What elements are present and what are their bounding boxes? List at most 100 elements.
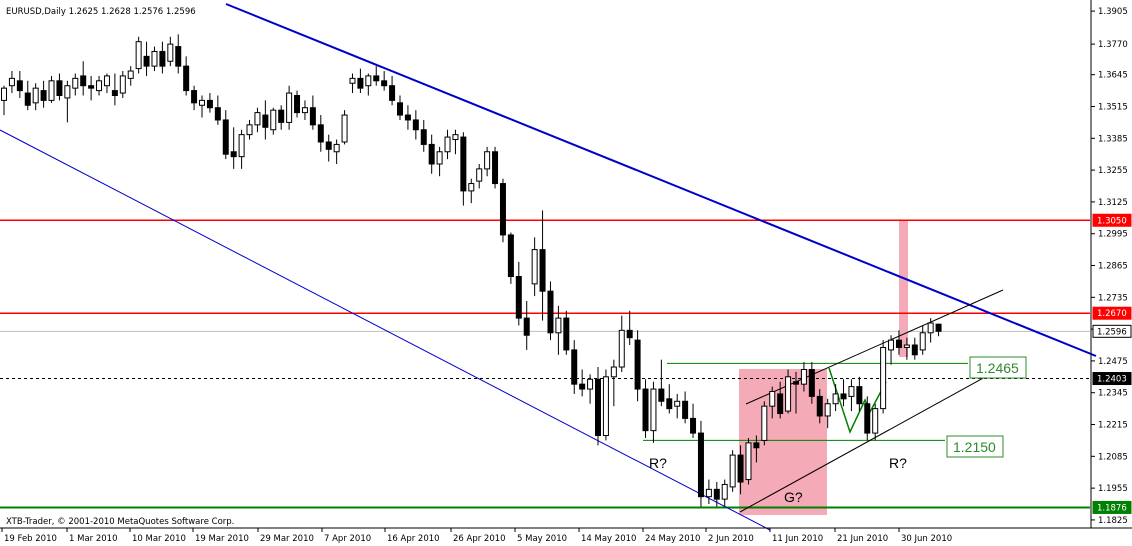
candle <box>610 359 617 407</box>
candle-body-bull <box>484 151 491 170</box>
candle-body-bear <box>697 432 704 498</box>
candle-body-bear <box>713 488 720 500</box>
candle <box>658 359 665 407</box>
candle <box>911 337 918 360</box>
price-badge-box <box>1092 306 1132 320</box>
time-tick-label: 30 Jun 2010 <box>901 534 952 544</box>
candle <box>127 66 134 86</box>
candle <box>682 391 689 424</box>
candle-body-bear <box>412 119 419 131</box>
price-badge-box <box>1092 324 1132 338</box>
price-badge-box <box>1092 213 1132 227</box>
price-tick-label: 1.2215 <box>1098 421 1128 431</box>
candle <box>349 73 356 94</box>
candle <box>563 310 570 355</box>
candle-body-bull <box>238 134 245 158</box>
candle-body-bear <box>420 129 427 145</box>
candle <box>666 384 673 414</box>
candle <box>571 340 578 394</box>
price-badge: 1.2670 <box>1092 306 1132 320</box>
candle <box>8 71 15 94</box>
candle-body-bear <box>56 80 63 96</box>
candle-body-bull <box>341 114 348 143</box>
candle-body-bear <box>80 75 87 87</box>
candle <box>357 68 364 94</box>
candle <box>539 210 546 321</box>
price-badge: 1.2403 <box>1092 372 1132 386</box>
candle <box>444 129 451 160</box>
time-tick-label: 26 Apr 2010 <box>453 534 506 544</box>
candle-body-bull <box>199 99 205 106</box>
time-tick-label: 16 Apr 2010 <box>387 534 440 544</box>
candle-body-bull <box>301 107 308 114</box>
candle-body-bull <box>48 80 55 101</box>
candle-body-bear <box>658 388 665 402</box>
horizontal-levels <box>0 219 1090 509</box>
candle-body-bear <box>626 329 633 339</box>
level-label-1: 1.2465 <box>969 356 1027 379</box>
candle <box>523 300 530 350</box>
price-badge: 1.3050 <box>1092 213 1132 227</box>
candle-body-bull <box>832 393 839 405</box>
candle-body-bull <box>705 488 712 498</box>
candle <box>301 100 308 120</box>
candle-body-bull <box>103 75 110 87</box>
level-label-box <box>946 435 1004 458</box>
candle-body-bear <box>595 378 601 437</box>
candle <box>111 73 118 106</box>
time-tick-label: 1 Mar 2010 <box>69 534 117 544</box>
candle-body-bull <box>745 442 752 481</box>
candle-body-bull <box>674 400 681 407</box>
price-badge-label: 1.2403 <box>1097 375 1127 385</box>
candle-body-bull <box>349 77 356 84</box>
candle <box>397 95 403 120</box>
candle-body-bull <box>96 80 103 92</box>
price-badge-label: 1.1876 <box>1097 503 1127 513</box>
candle-body-bull <box>618 329 625 368</box>
candle <box>373 66 380 86</box>
candle-body-bull <box>824 403 831 417</box>
candle <box>119 71 126 98</box>
candle <box>824 398 831 429</box>
candle <box>436 146 443 177</box>
candle-body-bear <box>404 114 411 121</box>
candle <box>246 119 253 140</box>
candle-body-bull <box>721 483 728 500</box>
level-label-text: 1.2465 <box>976 360 1019 376</box>
candle <box>642 379 649 438</box>
candle <box>761 401 768 446</box>
candle-body-bear <box>278 109 285 123</box>
candle <box>286 85 293 130</box>
price-tick-label: 1.2475 <box>1098 357 1128 367</box>
candle <box>650 381 657 443</box>
candle <box>96 75 103 96</box>
price-axis: 1.3905 1.3770 1.3645 1.3515 1.3385 1.3255 1.31… <box>1090 0 1128 528</box>
price-tick-label: 1.2085 <box>1098 452 1128 462</box>
candle <box>721 479 728 507</box>
candle-body-bear <box>262 114 269 128</box>
candle <box>888 335 895 365</box>
candle-body-bear <box>666 398 673 410</box>
candle <box>515 261 522 326</box>
price-tick-label: 1.3385 <box>1098 134 1128 144</box>
candle <box>547 281 554 341</box>
candle-body-bull <box>927 322 934 334</box>
candle <box>927 318 934 343</box>
candle-body-bull <box>32 87 39 104</box>
candle-body-bull <box>254 112 261 126</box>
price-badge-label: 1.2596 <box>1097 327 1127 337</box>
candle <box>412 110 419 140</box>
candle-body-bull <box>880 346 887 410</box>
candle-body-bear <box>911 344 918 356</box>
candle <box>325 134 332 162</box>
candle <box>856 376 863 412</box>
candle-body-bear <box>460 136 467 192</box>
candle <box>214 95 221 125</box>
price-tick-label: 1.1825 <box>1098 516 1128 526</box>
candle <box>587 374 594 404</box>
candle <box>16 71 23 98</box>
candle <box>634 330 641 402</box>
candle-body-bear <box>222 119 229 155</box>
